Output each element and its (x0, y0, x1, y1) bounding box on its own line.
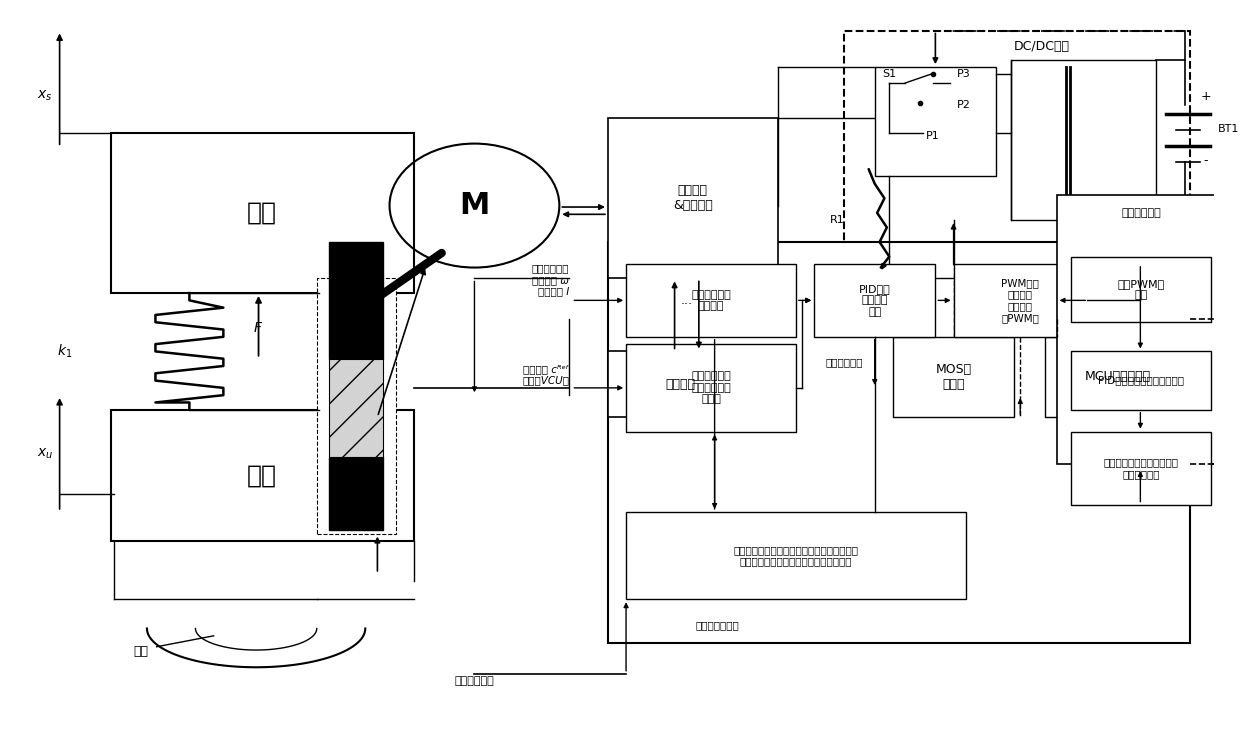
Text: 参考阻尼 cᴿᵉᶠ
（来自VCU）: 参考阻尼 cᴿᵉᶠ （来自VCU） (522, 364, 569, 386)
Text: 根据车身姿态及控制策略计
算出需求转矩: 根据车身姿态及控制策略计 算出需求转矩 (1104, 458, 1178, 479)
Bar (608, 242, 1190, 643)
Text: 半主动悬架系统: 半主动悬架系统 (696, 620, 739, 630)
Bar (626, 264, 796, 337)
Text: P2: P2 (957, 100, 971, 110)
Bar (329, 458, 383, 530)
Bar (1011, 60, 1156, 220)
Text: 悬架振动信息: 悬架振动信息 (455, 676, 495, 686)
Bar (1071, 351, 1210, 410)
Text: MCU及控制方法: MCU及控制方法 (1084, 370, 1151, 384)
Bar (626, 344, 796, 432)
Bar (1056, 195, 1226, 464)
Text: BT1: BT1 (1218, 124, 1239, 134)
Bar (626, 512, 966, 600)
Text: 车身: 车身 (247, 201, 278, 225)
Text: R1: R1 (830, 215, 844, 225)
Text: $x_s$: $x_s$ (37, 89, 53, 103)
Text: PID计算
输出占空
比值: PID计算 输出占空 比值 (859, 284, 890, 317)
Text: 车轮: 车轮 (134, 646, 149, 658)
Text: $x_u$: $x_u$ (37, 447, 53, 460)
Text: 被动悬架系统: 被动悬架系统 (826, 357, 863, 367)
Text: DC/DC电路: DC/DC电路 (1014, 40, 1070, 53)
Bar (608, 118, 777, 278)
Text: $F$: $F$ (253, 321, 264, 335)
Text: MOS驱
动电路: MOS驱 动电路 (935, 363, 972, 391)
Text: P3: P3 (957, 70, 971, 79)
Text: M: M (459, 191, 490, 220)
Bar (1044, 337, 1190, 417)
Bar (316, 278, 396, 534)
Bar (110, 410, 414, 541)
Text: 根据车身姿态和振动信息，使用半主动控制策
略，计算出需求阻尼力（需求电机转矩）: 根据车身姿态和振动信息，使用半主动控制策 略，计算出需求阻尼力（需求电机转矩） (733, 545, 858, 567)
Text: $k_1$: $k_1$ (57, 343, 72, 360)
Text: +: + (1200, 90, 1211, 102)
Bar (815, 264, 935, 337)
Bar (893, 337, 1014, 417)
Bar (954, 264, 1087, 337)
Text: 多路PWM发
生器: 多路PWM发 生器 (1117, 279, 1164, 300)
Text: 主动悬架系统: 主动悬架系统 (1122, 208, 1162, 218)
Text: ...: ... (681, 294, 693, 307)
Bar (608, 351, 754, 417)
Text: -: - (1204, 154, 1208, 167)
Text: 全桥电路
&整流电路: 全桥电路 &整流电路 (673, 184, 713, 212)
Text: P1: P1 (926, 131, 940, 141)
Text: PID计算输出各桥臂占空比值: PID计算输出各桥臂占空比值 (1097, 376, 1184, 386)
Bar (1071, 257, 1210, 322)
Text: PWM发生
器产生给
定占空比
的PWM波: PWM发生 器产生给 定占空比 的PWM波 (1002, 278, 1039, 323)
Text: S1: S1 (882, 70, 897, 79)
Text: 电机转子信息
电机转速 ω
电机电流 I: 电机转子信息 电机转速 ω 电机电流 I (532, 264, 569, 296)
Bar (844, 31, 1190, 318)
Text: 根据转速和参
考阻尼计算需
求转矩: 根据转速和参 考阻尼计算需 求转矩 (691, 371, 730, 405)
Bar (110, 132, 414, 293)
Text: 驱动电路: 驱动电路 (666, 378, 696, 391)
Bar (329, 359, 383, 458)
Text: 底盘: 底盘 (247, 463, 278, 488)
Bar (874, 67, 996, 176)
Bar (329, 242, 383, 359)
Bar (1071, 432, 1210, 504)
Text: 根据电流计算
电机转矩: 根据电流计算 电机转矩 (691, 290, 730, 311)
